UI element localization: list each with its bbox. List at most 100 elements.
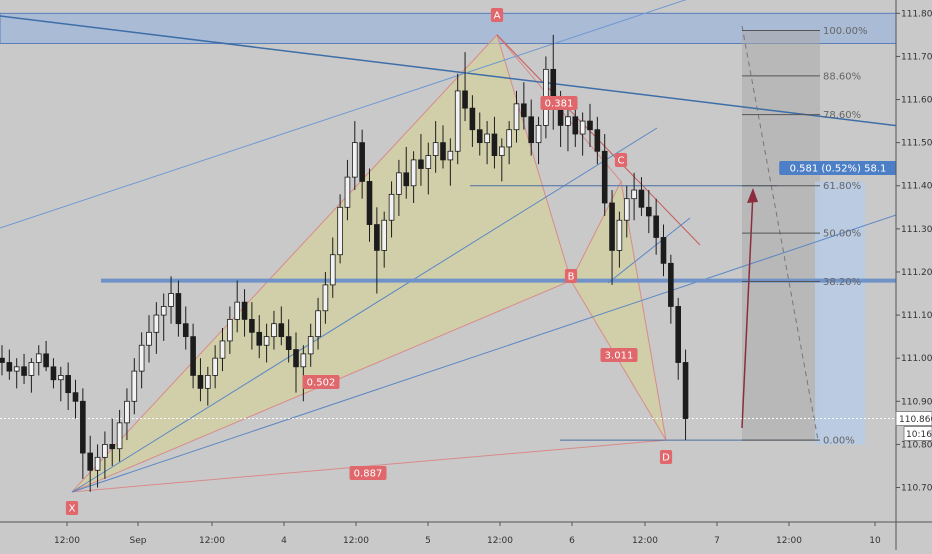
- candle[interactable]: [418, 159, 424, 169]
- candle[interactable]: [197, 375, 204, 389]
- candle[interactable]: [425, 155, 432, 169]
- candle[interactable]: [219, 340, 226, 359]
- candle[interactable]: [638, 189, 645, 208]
- candle[interactable]: [227, 318, 233, 342]
- candle[interactable]: [498, 146, 505, 156]
- candle[interactable]: [469, 107, 476, 131]
- candle[interactable]: [285, 336, 292, 350]
- candle[interactable]: [374, 224, 380, 251]
- candle[interactable]: [28, 362, 35, 376]
- candle[interactable]: [204, 375, 211, 389]
- candle[interactable]: [307, 336, 314, 355]
- candle[interactable]: [403, 172, 410, 187]
- candle[interactable]: [168, 293, 174, 307]
- candle[interactable]: [476, 129, 483, 144]
- candle[interactable]: [146, 331, 152, 346]
- candle[interactable]: [366, 181, 373, 225]
- candle[interactable]: [579, 120, 586, 135]
- candle[interactable]: [359, 142, 365, 182]
- candle[interactable]: [72, 392, 79, 402]
- candle[interactable]: [21, 366, 27, 376]
- candle[interactable]: [660, 237, 667, 264]
- candle[interactable]: [50, 366, 57, 381]
- pattern-ratio-label: 0.502: [307, 378, 336, 389]
- candle[interactable]: [462, 90, 468, 109]
- candle[interactable]: [278, 323, 285, 338]
- y-tick-label: 110.700: [901, 484, 932, 494]
- candle[interactable]: [87, 452, 94, 471]
- candle[interactable]: [351, 142, 358, 178]
- candle[interactable]: [572, 116, 579, 135]
- candle[interactable]: [587, 120, 593, 131]
- candle[interactable]: [682, 362, 689, 419]
- candle[interactable]: [447, 150, 454, 161]
- candle[interactable]: [565, 116, 571, 126]
- candle[interactable]: [440, 142, 446, 161]
- candle[interactable]: [646, 206, 652, 217]
- candle[interactable]: [315, 310, 321, 338]
- candle[interactable]: [65, 375, 71, 394]
- candle[interactable]: [94, 456, 101, 471]
- candle[interactable]: [263, 336, 270, 346]
- candle[interactable]: [300, 353, 307, 368]
- candle[interactable]: [601, 150, 608, 204]
- candle[interactable]: [124, 400, 130, 424]
- candle[interactable]: [535, 124, 542, 144]
- candle[interactable]: [329, 254, 336, 286]
- candle[interactable]: [484, 133, 490, 144]
- candle[interactable]: [668, 262, 674, 307]
- candle[interactable]: [410, 159, 417, 187]
- candle[interactable]: [131, 370, 138, 402]
- candle[interactable]: [432, 142, 439, 156]
- candle[interactable]: [293, 349, 299, 368]
- candle[interactable]: [513, 103, 520, 131]
- candle[interactable]: [557, 107, 564, 126]
- wedge-line: [607, 217, 691, 284]
- candle[interactable]: [675, 306, 681, 363]
- candle[interactable]: [609, 202, 615, 251]
- candle[interactable]: [58, 375, 64, 381]
- candle[interactable]: [6, 362, 13, 372]
- candle[interactable]: [234, 301, 241, 320]
- pattern-point-X-bg: [65, 501, 79, 515]
- candle[interactable]: [623, 198, 630, 221]
- candle[interactable]: [109, 444, 116, 450]
- candle[interactable]: [212, 357, 218, 376]
- candle[interactable]: [249, 318, 255, 333]
- candle[interactable]: [631, 189, 637, 200]
- candle[interactable]: [396, 172, 402, 195]
- candle[interactable]: [616, 219, 623, 251]
- candle[interactable]: [653, 215, 659, 238]
- candle[interactable]: [116, 422, 123, 450]
- candle[interactable]: [160, 306, 167, 316]
- candle[interactable]: [35, 353, 42, 363]
- candle[interactable]: [506, 129, 512, 148]
- candle[interactable]: [182, 323, 189, 338]
- candle[interactable]: [102, 444, 108, 458]
- candle[interactable]: [454, 90, 461, 152]
- candle[interactable]: [43, 353, 49, 368]
- candle[interactable]: [388, 193, 395, 221]
- candle[interactable]: [528, 116, 534, 144]
- y-tick-label: 111.600: [901, 96, 932, 106]
- candle[interactable]: [381, 219, 387, 251]
- candle[interactable]: [271, 323, 277, 338]
- candle[interactable]: [13, 366, 20, 372]
- candle[interactable]: [521, 103, 527, 118]
- candle[interactable]: [175, 293, 182, 325]
- candle[interactable]: [138, 344, 145, 372]
- candle[interactable]: [241, 301, 248, 320]
- candle[interactable]: [256, 331, 263, 346]
- candle[interactable]: [80, 400, 86, 454]
- candle[interactable]: [153, 314, 160, 333]
- candle[interactable]: [0, 357, 5, 363]
- candle[interactable]: [491, 133, 498, 156]
- y-tick-label: 111.200: [901, 268, 932, 278]
- candle[interactable]: [337, 206, 343, 256]
- candle[interactable]: [322, 284, 329, 312]
- candle[interactable]: [190, 336, 196, 376]
- candle[interactable]: [594, 129, 601, 152]
- candle[interactable]: [344, 176, 351, 208]
